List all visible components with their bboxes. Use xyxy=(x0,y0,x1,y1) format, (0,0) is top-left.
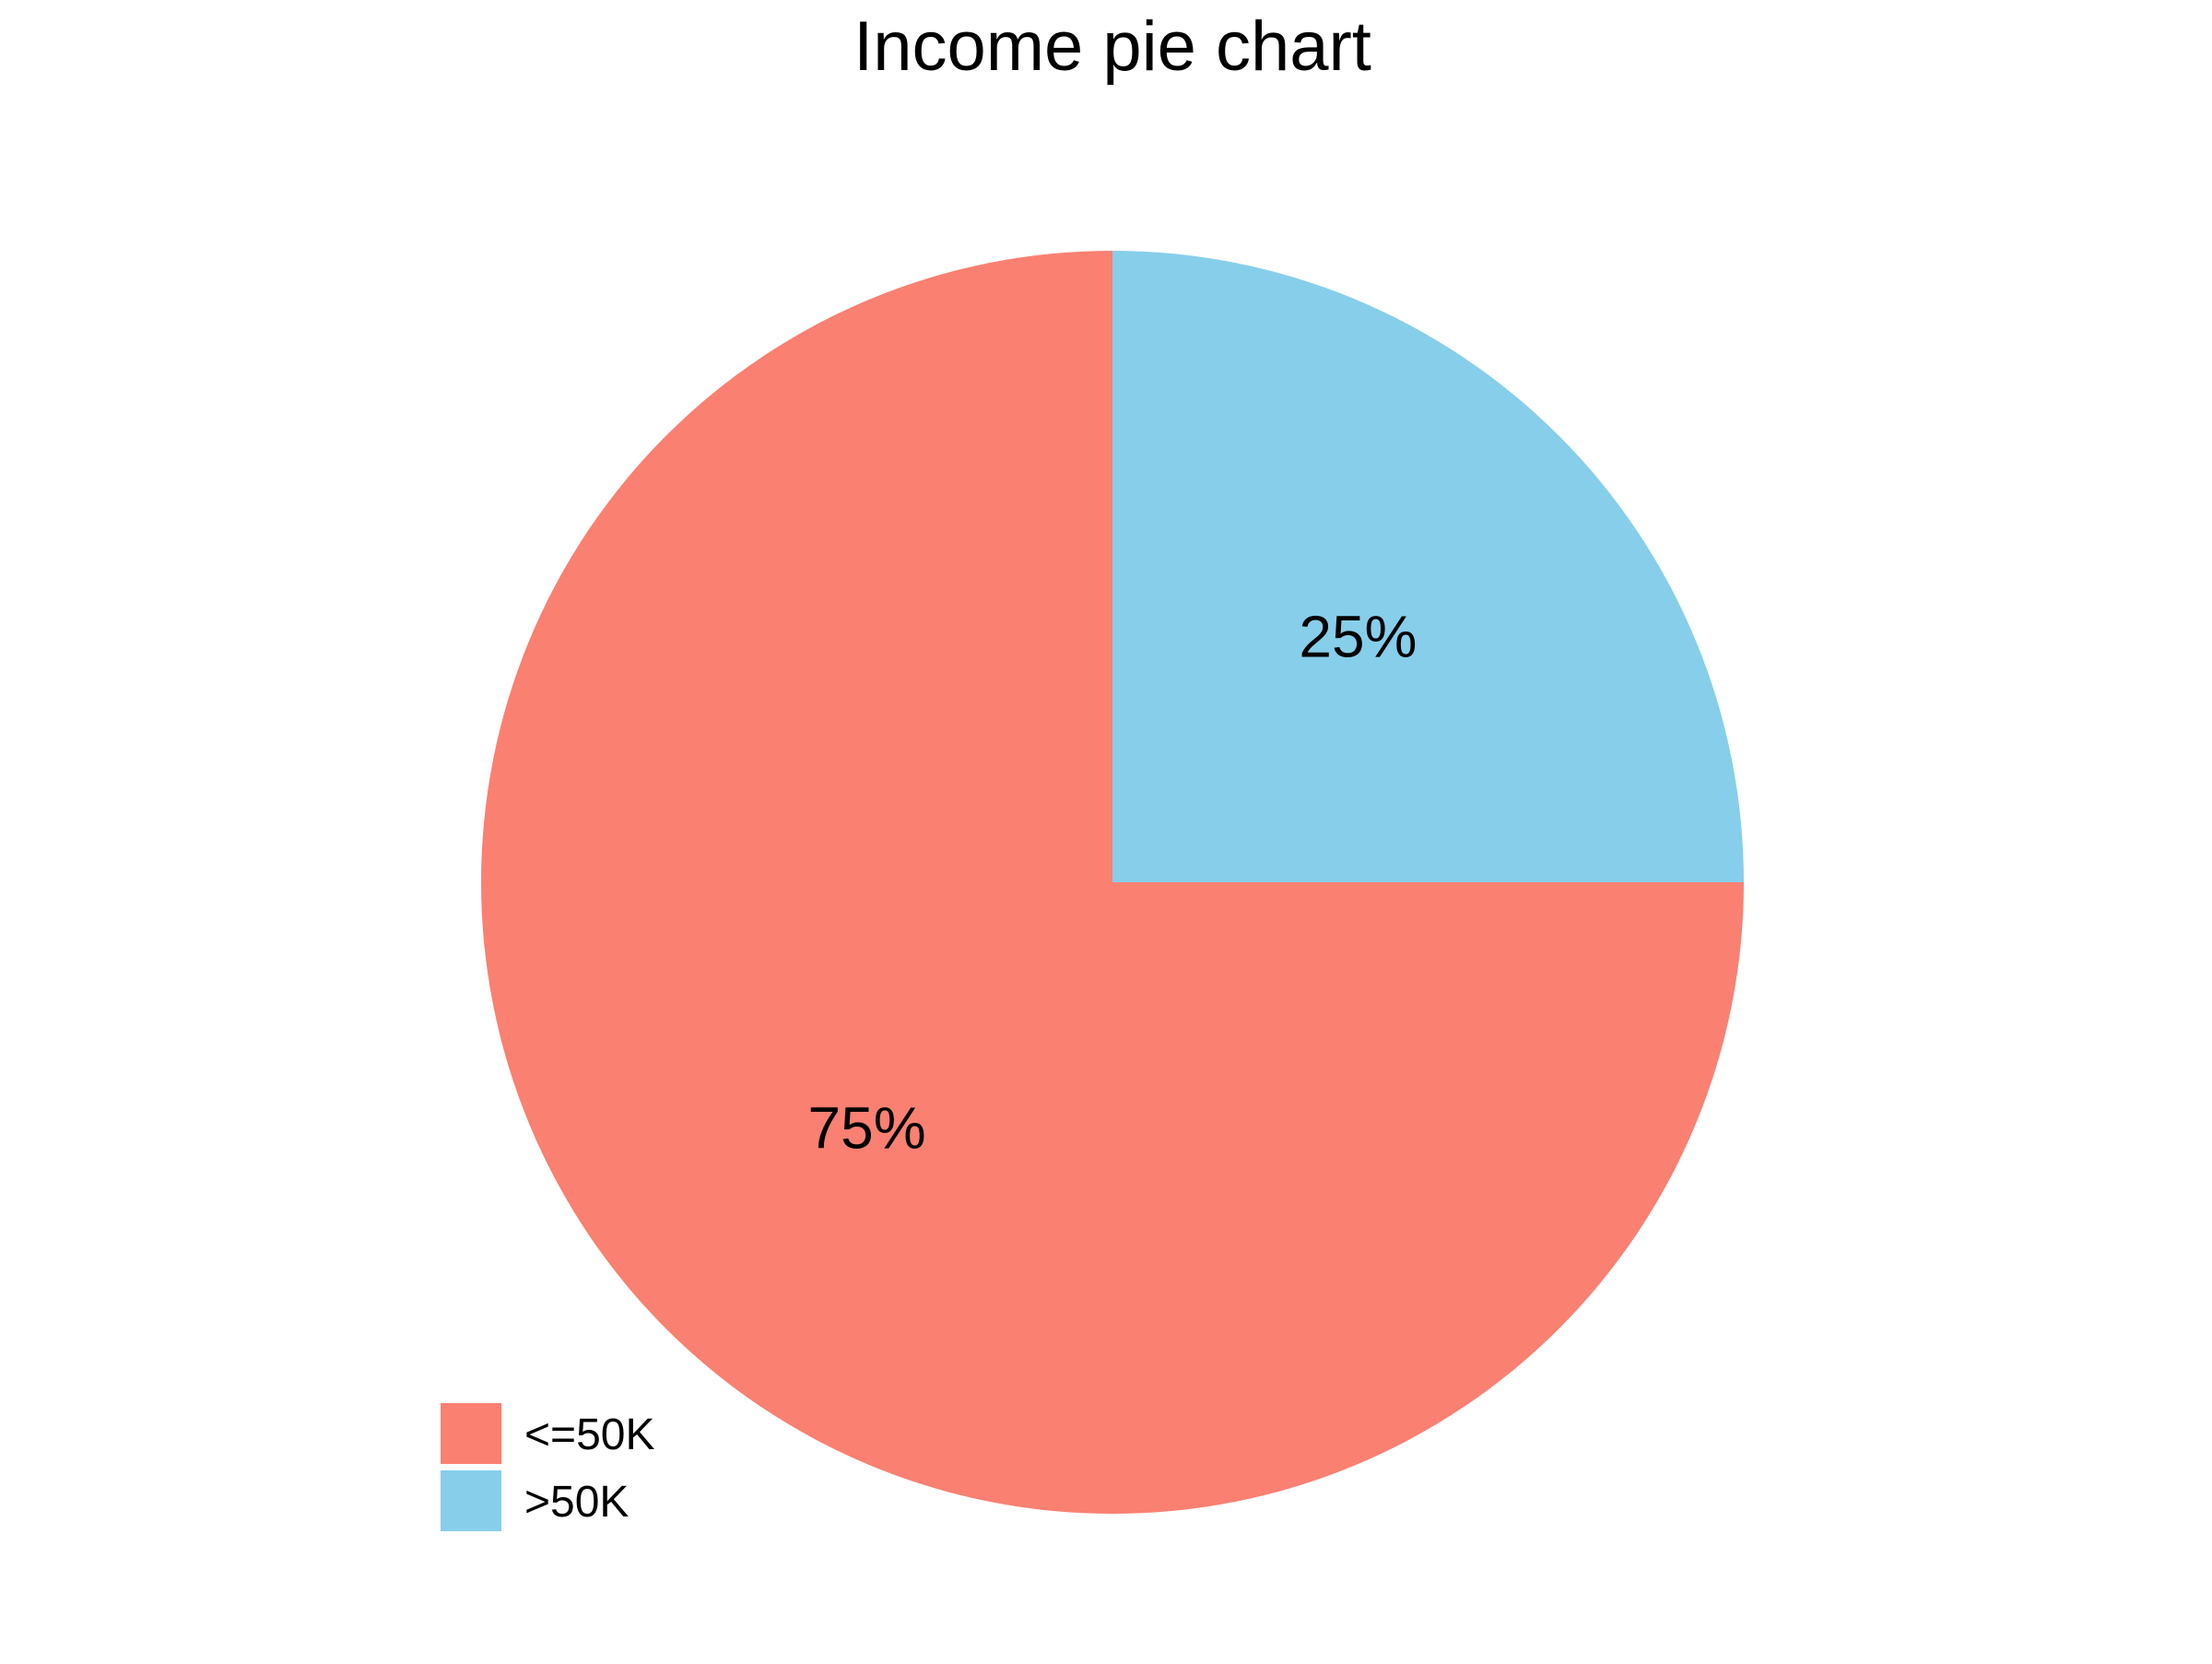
pie-slice-gt-50k xyxy=(1112,251,1744,882)
pie-slice-le-50k xyxy=(481,251,1744,1514)
legend-label-gt-50k: >50K xyxy=(524,1478,629,1527)
pie-slice-labels: 25% 75% xyxy=(808,604,1418,1162)
legend-label-le-50k: <=50K xyxy=(524,1410,654,1459)
chart-title: Income pie chart xyxy=(853,7,1371,86)
legend: <=50K >50K xyxy=(441,1403,654,1531)
pie-slices xyxy=(481,251,1744,1514)
slice-label-gt-50k: 25% xyxy=(1299,604,1417,670)
legend-swatch-gt-50k xyxy=(441,1470,501,1531)
slice-label-le-50k: 75% xyxy=(808,1094,926,1161)
legend-swatch-le-50k xyxy=(441,1403,501,1464)
